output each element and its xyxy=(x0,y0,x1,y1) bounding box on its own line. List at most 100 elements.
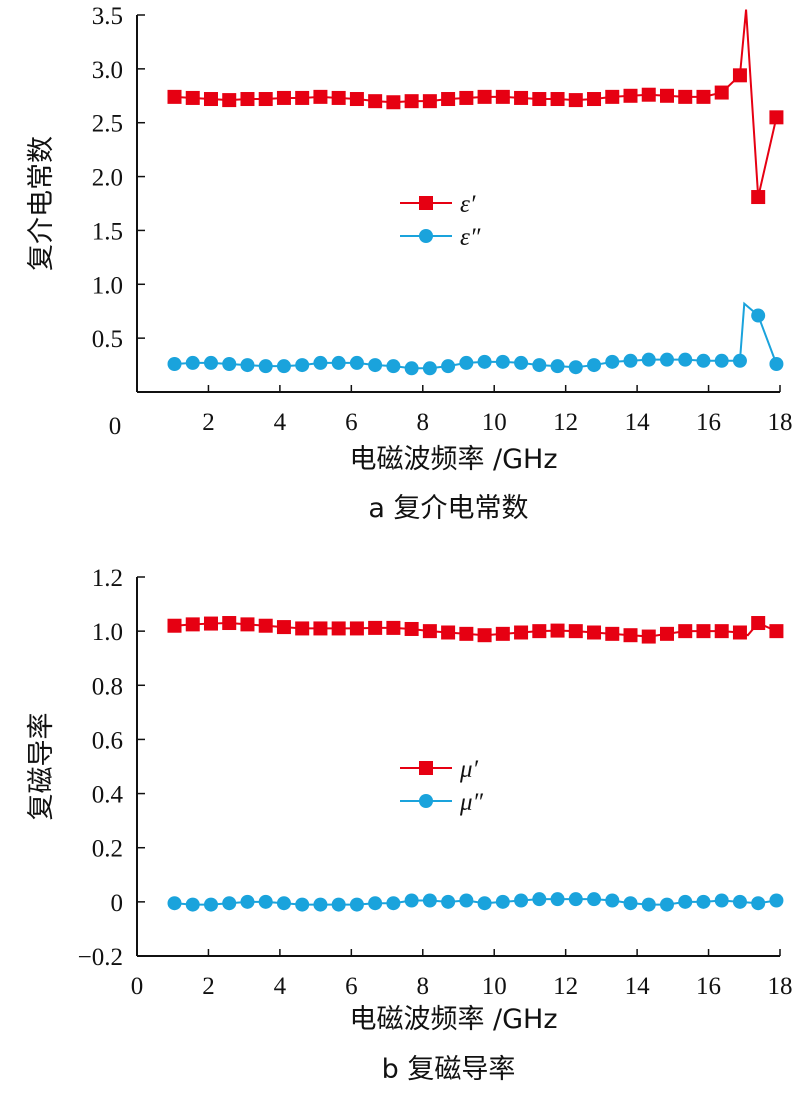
y-tick-label: −0.2 xyxy=(78,944,123,971)
data-point-circle xyxy=(769,893,784,908)
x-tick-label: 2 xyxy=(202,409,215,436)
y-tick-label: 3.0 xyxy=(92,57,123,84)
data-point-circle xyxy=(532,358,547,373)
data-point-square xyxy=(769,110,784,125)
data-point-square xyxy=(276,620,291,635)
x-tick-label: 16 xyxy=(696,973,721,1000)
data-point-square xyxy=(696,624,711,639)
data-point-square xyxy=(386,95,401,110)
data-point-square xyxy=(659,626,674,641)
y-tick-label: 1.5 xyxy=(92,218,123,245)
data-point-square xyxy=(732,68,747,83)
data-point-circle xyxy=(587,358,602,373)
data-point-square xyxy=(532,624,547,639)
y-tick-label: 1.0 xyxy=(92,619,123,646)
data-point-circle xyxy=(276,359,291,374)
data-point-square xyxy=(550,92,565,107)
data-point-square xyxy=(587,625,602,640)
data-point-circle xyxy=(404,893,419,908)
x-tick-label: 4 xyxy=(274,409,287,436)
data-point-square xyxy=(751,190,766,205)
data-point-square xyxy=(386,620,401,635)
data-point-circle xyxy=(295,358,310,373)
data-point-circle xyxy=(477,896,492,911)
y-tick-label: 0.6 xyxy=(92,727,123,754)
y-axis-label: 复介电常数 xyxy=(26,136,57,271)
data-point-circle xyxy=(349,897,364,912)
data-point-circle xyxy=(605,354,620,369)
data-point-circle xyxy=(641,897,656,912)
data-point-circle xyxy=(477,354,492,369)
x-tick-label: 12 xyxy=(553,409,578,436)
data-point-circle xyxy=(659,352,674,367)
data-point-circle xyxy=(514,893,529,908)
x-tick-label: 0 xyxy=(131,973,144,1000)
data-point-square xyxy=(495,89,510,104)
data-point-square xyxy=(167,618,182,633)
x-tick-label: 12 xyxy=(553,973,578,1000)
data-point-square xyxy=(441,625,456,640)
data-point-circle xyxy=(240,894,255,909)
data-point-circle xyxy=(404,361,419,376)
data-point-square xyxy=(441,92,456,107)
data-point-square xyxy=(295,90,310,105)
data-point-square xyxy=(349,92,364,107)
data-point-circle xyxy=(422,893,437,908)
data-point-circle xyxy=(696,894,711,909)
data-point-circle xyxy=(495,894,510,909)
data-point-circle xyxy=(331,897,346,912)
data-point-square xyxy=(532,92,547,107)
data-point-square xyxy=(605,89,620,104)
data-point-square xyxy=(477,628,492,643)
data-point-circle xyxy=(441,894,456,909)
data-point-square xyxy=(222,93,237,108)
x-tick-label: 10 xyxy=(482,409,507,436)
data-point-circle xyxy=(495,354,510,369)
data-point-square xyxy=(313,89,328,104)
data-point-square xyxy=(732,625,747,640)
data-point-square xyxy=(769,624,784,639)
data-point-circle xyxy=(751,896,766,911)
data-point-square xyxy=(404,94,419,109)
y-tick-label: 1.0 xyxy=(92,272,123,299)
data-point-circle xyxy=(587,892,602,907)
data-point-square xyxy=(714,85,729,100)
y-tick-label: 1.2 xyxy=(92,565,123,592)
x-tick-label: 16 xyxy=(696,409,721,436)
data-point-square xyxy=(240,617,255,632)
data-point-circle xyxy=(313,897,328,912)
data-point-circle xyxy=(167,356,182,371)
data-point-square xyxy=(605,626,620,641)
data-point-square xyxy=(349,621,364,636)
y-tick-label: 0 xyxy=(111,890,124,917)
legend-marker-square xyxy=(419,196,433,210)
data-point-circle xyxy=(459,893,474,908)
data-point-circle xyxy=(313,355,328,370)
legend-label: ε″ xyxy=(460,224,481,251)
data-point-square xyxy=(331,90,346,105)
x-tick-label: 4 xyxy=(274,973,287,1000)
data-point-circle xyxy=(222,896,237,911)
data-point-square xyxy=(587,92,602,107)
data-point-square xyxy=(623,628,638,643)
series-line-1 xyxy=(174,898,777,906)
y-tick-label: 2.5 xyxy=(92,111,123,138)
data-point-circle xyxy=(659,897,674,912)
data-point-square xyxy=(514,625,529,640)
data-point-circle xyxy=(732,894,747,909)
legend-marker-square xyxy=(419,761,433,775)
data-point-square xyxy=(422,94,437,109)
data-point-square xyxy=(276,90,291,105)
data-point-square xyxy=(751,616,766,631)
data-point-circle xyxy=(386,896,401,911)
x-tick-label: 18 xyxy=(768,973,793,1000)
x-axis-label: 电磁波频率 /GHz xyxy=(349,1004,557,1035)
data-point-square xyxy=(203,92,218,107)
x-tick-label: 6 xyxy=(345,973,358,1000)
data-point-circle xyxy=(696,353,711,368)
data-point-circle xyxy=(368,358,383,373)
data-point-square xyxy=(203,616,218,631)
x-tick-label: 8 xyxy=(417,409,430,436)
data-point-square xyxy=(313,621,328,636)
